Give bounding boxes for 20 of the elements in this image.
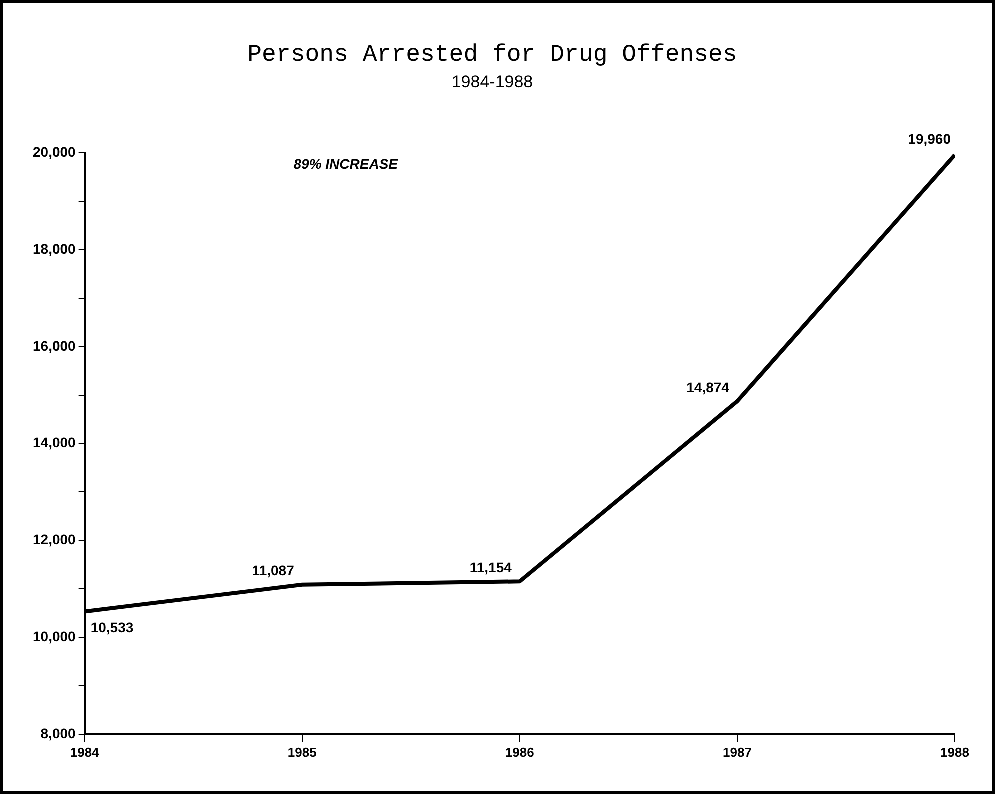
x-tick-label: 1984	[70, 744, 100, 760]
data-label: 14,874	[686, 379, 730, 396]
data-label: 19,960	[908, 130, 952, 147]
chart-title: Persons Arrested for Drug Offenses	[248, 42, 738, 69]
y-tick-label: 20,000	[32, 144, 76, 160]
y-tick-label: 12,000	[32, 532, 76, 548]
y-tick-label: 18,000	[32, 240, 76, 257]
chart-subtitle: 1984-1988	[452, 72, 534, 92]
y-tick-label: 14,000	[32, 434, 76, 451]
annotation: 89% INCREASE	[294, 156, 399, 172]
y-tick-label: 16,000	[32, 338, 76, 354]
x-tick-label: 1988	[940, 744, 970, 760]
y-tick-label: 10,000	[32, 628, 76, 644]
data-label: 11,154	[470, 560, 512, 576]
data-label: 11,087	[252, 562, 295, 579]
x-tick-label: 1986	[505, 744, 534, 760]
data-label: 10,533	[90, 620, 134, 636]
x-tick-label: 1985	[288, 744, 317, 760]
x-tick-label: 1987	[722, 744, 752, 760]
y-tick-label: 8,000	[40, 725, 76, 742]
